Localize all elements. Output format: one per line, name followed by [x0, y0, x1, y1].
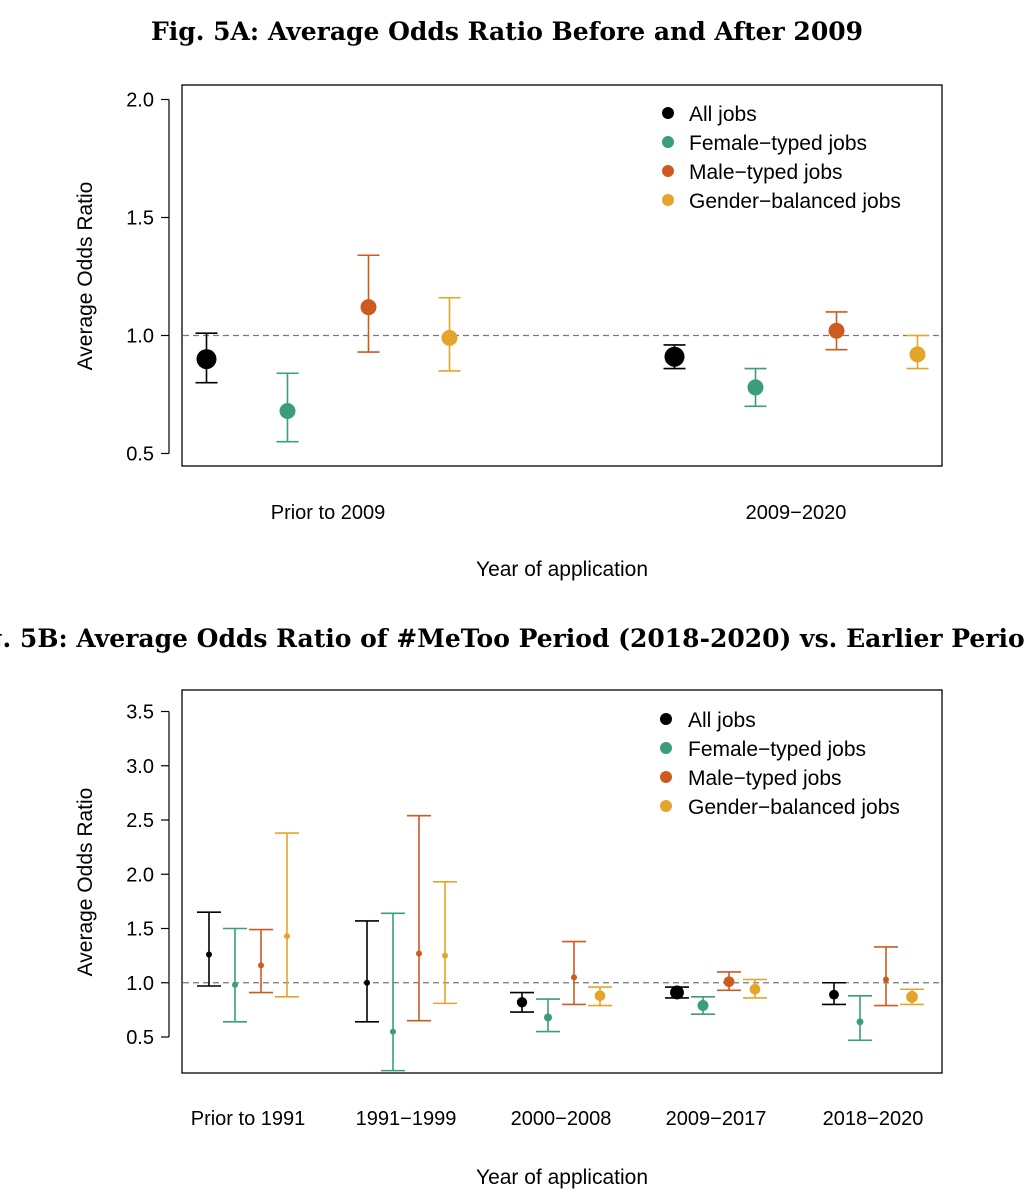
- chart-5a-title: Fig. 5A: Average Odds Ratio Before and A…: [151, 17, 863, 46]
- chart-5a-legend-label: Male−typed jobs: [689, 161, 843, 184]
- chart-5b-legend-marker: [660, 771, 672, 783]
- chart-5b-x-tick-label: Prior to 1991: [191, 1108, 306, 1130]
- chart-5b-legend-label: All jobs: [688, 709, 756, 732]
- chart-5b-point: [883, 976, 889, 983]
- chart-5a-point: [196, 349, 217, 370]
- chart-5b-point: [749, 983, 761, 995]
- chart-5a-legend: All jobs Female−typed jobs Male−typed jobs…: [662, 103, 901, 213]
- chart-5a: Fig. 5A: Average Odds Ratio Before and A…: [74, 17, 943, 581]
- chart-5b-point: [284, 933, 290, 940]
- chart-5b-y-tick-label: 3.0: [126, 756, 154, 778]
- chart-5b-legend-marker: [660, 742, 672, 754]
- chart-5b-legend-label: Gender−balanced jobs: [688, 796, 900, 819]
- chart-5a-point: [828, 322, 845, 339]
- chart-5a-legend-label: All jobs: [689, 103, 757, 126]
- chart-5a-x-tick-label: Prior to 2009: [271, 502, 386, 524]
- chart-5b-point: [906, 990, 918, 1003]
- chart-5b-title: Fig. 5B: Average Odds Ratio of #MeToo Pe…: [0, 624, 1024, 653]
- chart-5b-point: [232, 981, 238, 988]
- chart-5b-y-axis: 0.5 1.0 1.5 2.0 2.5 3.0 3.5: [126, 702, 170, 1049]
- chart-5b-legend-label: Female−typed jobs: [688, 738, 866, 761]
- chart-5b-y-tick-label: 2.5: [126, 810, 154, 832]
- chart-5a-legend-label: Gender−balanced jobs: [689, 190, 901, 213]
- chart-5b-legend-marker: [660, 713, 672, 725]
- chart-5b-x-tick-label: 2009−2017: [666, 1108, 767, 1130]
- chart-5a-y-tick-label: 1.5: [126, 208, 154, 230]
- chart-5a-point: [909, 346, 926, 363]
- chart-5a-y-tick-label: 1.0: [126, 326, 154, 348]
- chart-5a-point: [747, 379, 764, 396]
- chart-5a-x-axis-label: Year of application: [476, 558, 648, 581]
- chart-5a-point: [441, 329, 458, 346]
- chart-5b-point: [543, 1013, 553, 1022]
- chart-5b-point: [697, 1000, 709, 1012]
- chart-5b-point: [594, 990, 606, 1002]
- chart-5a-legend-marker: [662, 107, 674, 119]
- chart-5a-y-tick-label: 0.5: [126, 444, 154, 466]
- chart-5a-y-axis: 0.5 1.0 1.5 2.0: [126, 90, 170, 466]
- chart-5a-legend-label: Female−typed jobs: [689, 132, 867, 155]
- chart-5a-legend-marker: [662, 136, 674, 148]
- chart-5a-legend-marker: [662, 194, 674, 206]
- chart-5a-x-ticks: Prior to 2009 2009−2020: [271, 502, 847, 524]
- chart-5b-point: [516, 997, 528, 1008]
- chart-5b-y-tick-label: 2.0: [126, 864, 154, 886]
- chart-5a-legend-marker: [662, 165, 674, 177]
- chart-5a-y-tick-label: 2.0: [126, 90, 154, 112]
- chart-5b-legend: All jobs Female−typed jobs Male−typed jobs…: [660, 709, 900, 819]
- chart-5b-point: [829, 989, 839, 1000]
- chart-5a-marks: [183, 254, 941, 443]
- chart-5b-legend-label: Male−typed jobs: [688, 767, 842, 790]
- chart-5b-point: [258, 962, 264, 969]
- chart-5b-x-ticks: Prior to 1991 1991−1999 2000−2008 2009−2017…: [191, 1108, 924, 1130]
- chart-5b: Fig. 5B: Average Odds Ratio of #MeToo Pe…: [0, 624, 1024, 1189]
- chart-5b-point: [364, 979, 370, 986]
- chart-5b-y-tick-label: 1.5: [126, 919, 154, 941]
- chart-5b-plot-frame: [181, 689, 943, 1074]
- chart-5b-x-tick-label: 2000−2008: [511, 1108, 612, 1130]
- chart-5b-x-axis-label: Year of application: [476, 1166, 648, 1189]
- chart-5b-x-tick-label: 1991−1999: [356, 1108, 457, 1130]
- chart-5b-point: [571, 974, 577, 981]
- chart-5a-x-tick-label: 2009−2020: [746, 502, 847, 524]
- chart-5b-y-tick-label: 1.0: [126, 973, 154, 995]
- chart-5b-point: [723, 976, 735, 988]
- chart-5a-plot-frame: [181, 84, 943, 467]
- chart-5b-point: [442, 952, 448, 959]
- chart-5a-y-axis-label: Average Odds Ratio: [74, 182, 97, 371]
- chart-5b-point: [670, 985, 684, 1000]
- chart-5b-legend-marker: [660, 800, 672, 812]
- chart-5a-point: [360, 299, 377, 316]
- chart-5b-y-tick-label: 3.5: [126, 702, 154, 724]
- chart-5a-point: [664, 346, 685, 367]
- chart-5b-point: [416, 950, 422, 957]
- chart-5b-marks: [183, 814, 941, 1072]
- chart-5b-y-tick-label: 0.5: [126, 1027, 154, 1049]
- chart-5b-point: [390, 1028, 396, 1035]
- chart-5a-point: [279, 403, 296, 420]
- chart-5b-point: [856, 1018, 864, 1026]
- chart-5b-x-tick-label: 2018−2020: [823, 1108, 924, 1130]
- chart-5b-y-axis-label: Average Odds Ratio: [74, 788, 97, 977]
- chart-5b-point: [206, 951, 212, 958]
